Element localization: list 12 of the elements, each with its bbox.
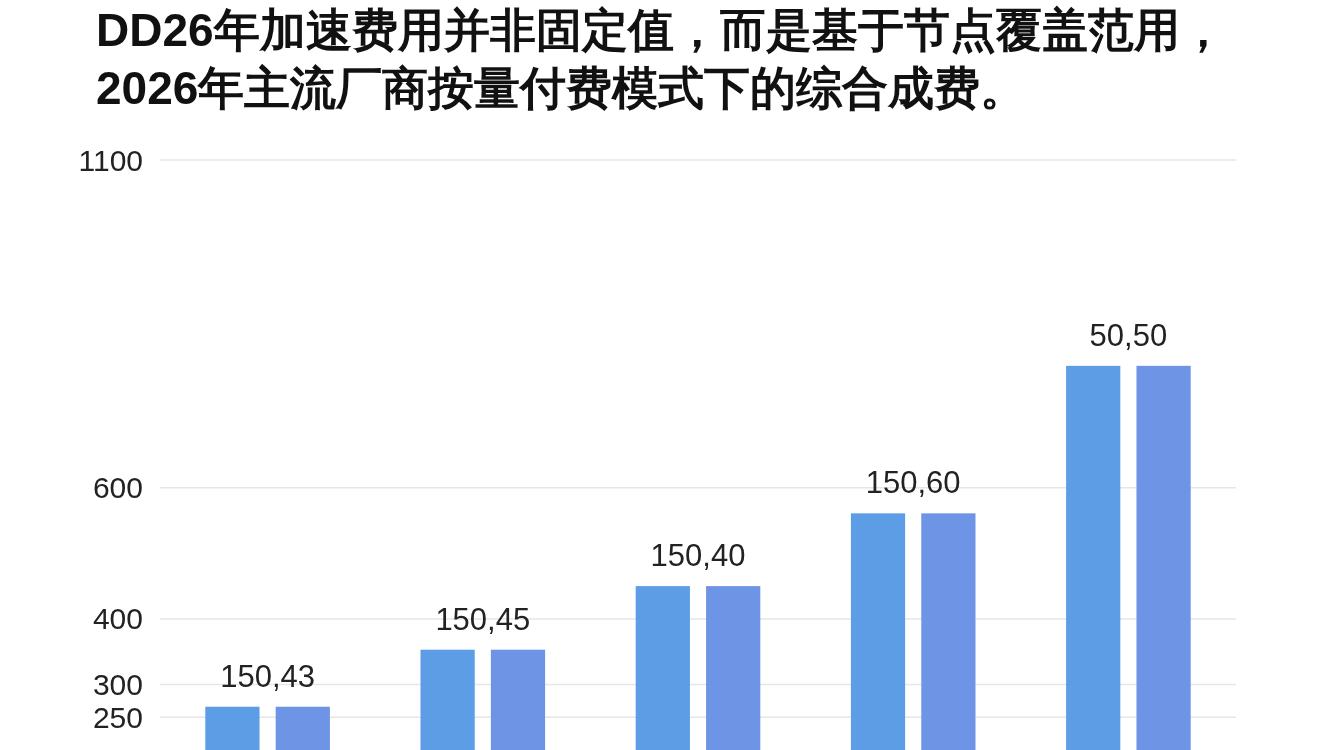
title: DD26年加速费用并非固定值，而是基于节点覆盖范用， — [96, 4, 1226, 56]
ytick-label: 600 — [92, 471, 143, 505]
ytick-label: 300 — [92, 667, 143, 701]
title: 2026年主流厂商按量付费模式下的综合成费。 — [96, 62, 1027, 114]
annotation: 150,43 — [220, 658, 315, 694]
annotation: 150,60 — [865, 465, 961, 501]
annotation: 50,50 — [1089, 317, 1168, 353]
annotation: 150,40 — [650, 538, 746, 574]
ytick-label: 400 — [92, 602, 143, 636]
ytick-label: 1100 — [78, 143, 143, 177]
annotation: 150,45 — [435, 601, 531, 637]
ytick-label: 250 — [92, 700, 143, 734]
